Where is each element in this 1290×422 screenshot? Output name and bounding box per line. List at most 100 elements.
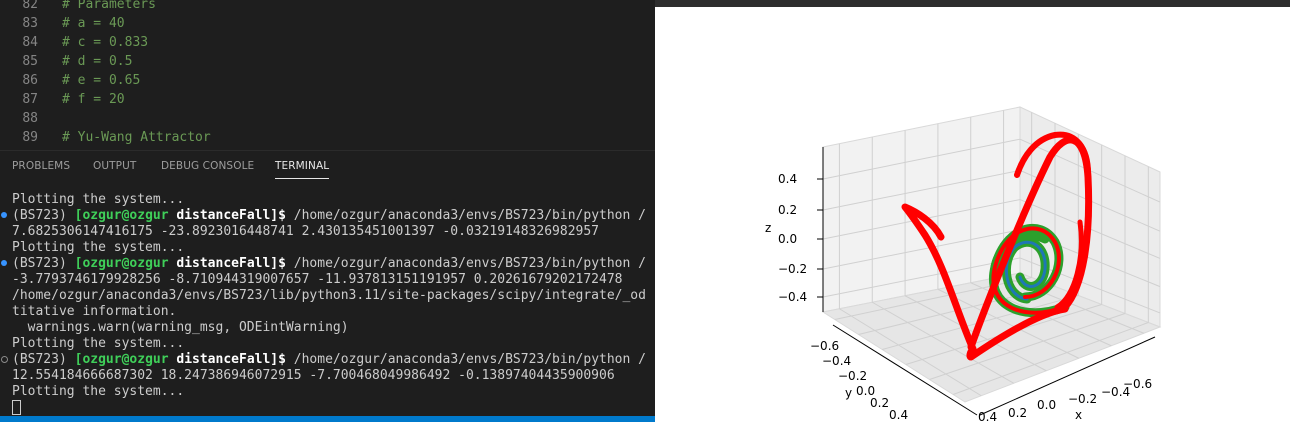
- trajectory-red: [967, 136, 1093, 351]
- x-tick-label: −0.4: [1101, 385, 1130, 399]
- prompt-end: ]$: [270, 208, 294, 223]
- z-tick-label: 0.4: [778, 172, 797, 186]
- terminal-line: 12.554184666687302 18.247386946072915 -7…: [12, 368, 615, 383]
- command-success-icon[interactable]: [1, 260, 7, 266]
- y-tick-label: −0.4: [822, 354, 851, 368]
- line-number: 82: [22, 0, 38, 12]
- trajectory-red: [966, 305, 1069, 361]
- prompt-user: [ozgur@ozgur: [74, 256, 169, 271]
- vscode-window: 82 # Parameters 83 # a = 40 84 # c = 0.833 85 #…: [0, 0, 655, 422]
- code-line[interactable]: 82 # Parameters: [0, 0, 655, 14]
- z-axis-label: z: [765, 221, 771, 235]
- prompt-end: ]$: [270, 352, 294, 367]
- terminal-output[interactable]: Plotting the system... (BS723) [ozgur@oz…: [0, 188, 655, 416]
- prompt-command: /home/ozgur/anaconda3/envs/BS723/bin/pyt…: [293, 352, 646, 367]
- y-tick-label: 0.4: [889, 408, 908, 422]
- tab-output[interactable]: OUTPUT: [93, 160, 137, 172]
- x-tick-label: −0.2: [1068, 392, 1097, 406]
- x-tick-label: 0.2: [1008, 406, 1027, 420]
- trajectory-red: [991, 226, 1067, 315]
- trajectory-red: [901, 203, 977, 353]
- line-number: 88: [22, 111, 38, 126]
- z-tick-label: 0.2: [778, 203, 797, 217]
- axes-lines: [822, 147, 1156, 416]
- tab-debug-console[interactable]: DEBUG CONSOLE: [161, 160, 255, 172]
- z-tick-label: 0.0: [778, 232, 797, 246]
- terminal-line: 7.6825306147416175 -23.8923016448741 2.4…: [12, 224, 599, 239]
- trajectory-red: [1054, 219, 1084, 310]
- code-comment: # e = 0.65: [62, 73, 141, 88]
- x-axis-label: x: [1075, 408, 1082, 422]
- code-comment: # c = 0.833: [62, 35, 149, 50]
- status-bar: [0, 416, 655, 422]
- terminal-line: /home/ozgur/anaconda3/envs/BS723/lib/pyt…: [12, 288, 646, 303]
- prompt-env: (BS723): [12, 256, 75, 271]
- prompt-dir: distanceFall: [176, 352, 271, 367]
- code-comment: # d = 0.5: [62, 54, 133, 69]
- code-line[interactable]: 85 # d = 0.5: [0, 52, 655, 71]
- y-tick-label: −0.6: [810, 339, 839, 353]
- code-comment: # Parameters: [62, 0, 156, 12]
- attractor-trajectories: [901, 131, 1093, 361]
- y-axis-label: y: [845, 386, 852, 400]
- terminal-prompt-line: (BS723) [ozgur@ozgur distanceFall]$ /hom…: [12, 256, 646, 272]
- y-tick-label: 0.2: [870, 396, 889, 410]
- code-comment: # Yu-Wang Attractor: [62, 130, 211, 145]
- y-tick-label: −0.2: [838, 369, 867, 383]
- prompt-command: /home/ozgur/anaconda3/envs/BS723/bin/pyt…: [293, 256, 646, 271]
- code-line[interactable]: 83 # a = 40: [0, 14, 655, 33]
- code-line[interactable]: 87 # f = 20: [0, 90, 655, 109]
- prompt-end: ]$: [270, 256, 294, 271]
- terminal-line: -3.7793746179928256 -8.710944319007657 -…: [12, 272, 623, 287]
- code-comment: # f = 20: [62, 92, 125, 107]
- terminal-line: warnings.warn(warning_msg, ODEintWarning…: [12, 320, 349, 335]
- prompt-user: [ozgur@ozgur: [74, 208, 169, 223]
- y-tick-label: 0.0: [856, 384, 875, 398]
- active-tab-indicator: [275, 178, 330, 179]
- terminal-cursor: [12, 400, 21, 415]
- prompt-user: [ozgur@ozgur: [74, 352, 169, 367]
- code-line[interactable]: 89 # Yu-Wang Attractor: [0, 128, 655, 147]
- command-running-icon[interactable]: [1, 356, 8, 363]
- z-tick-label: −0.4: [778, 290, 807, 304]
- terminal-input-line[interactable]: [12, 400, 21, 416]
- panel-tab-bar: PROBLEMS OUTPUT DEBUG CONSOLE TERMINAL: [0, 150, 655, 183]
- prompt-env: (BS723): [12, 208, 75, 223]
- tab-terminal-label: TERMINAL: [275, 160, 330, 172]
- axes-ticks: 0.40.20.0−0.2−0.4−0.6−0.4−0.20.00.20.4−0…: [778, 172, 1152, 422]
- tab-terminal[interactable]: TERMINAL: [275, 160, 330, 179]
- code-comment: # a = 40: [62, 16, 125, 31]
- line-number: 89: [22, 130, 38, 145]
- x-tick-label: 0.0: [1037, 398, 1056, 412]
- x-tick-label: 0.4: [978, 410, 997, 422]
- code-line[interactable]: 84 # c = 0.833: [0, 33, 655, 52]
- code-line[interactable]: 86 # e = 0.65: [0, 71, 655, 90]
- terminal-line: Plotting the system...: [12, 240, 185, 255]
- line-number: 85: [22, 54, 38, 69]
- trajectory-blue: [1005, 240, 1047, 301]
- terminal-line: Plotting the system...: [12, 384, 185, 399]
- trajectory-red: [1014, 131, 1092, 180]
- plot-window-titlebar[interactable]: [655, 0, 1290, 7]
- terminal-prompt-line: (BS723) [ozgur@ozgur distanceFall]$ /hom…: [12, 208, 646, 224]
- attractor-3d-plot[interactable]: 0.40.20.0−0.2−0.4−0.6−0.4−0.20.00.20.4−0…: [655, 7, 1290, 422]
- code-line[interactable]: 88: [0, 109, 655, 128]
- plot-window: 0.4 0.2 0.0 −0.2 −0.4 −0.6 −0.4 −0.2 0.0 0.2 0.4 −0…: [655, 0, 1290, 422]
- terminal-line: titative information.: [12, 304, 177, 319]
- tab-problems[interactable]: PROBLEMS: [12, 160, 71, 172]
- terminal-prompt-line: (BS723) [ozgur@ozgur distanceFall]$ /hom…: [12, 352, 646, 368]
- command-success-icon[interactable]: [1, 212, 7, 218]
- prompt-env: (BS723): [12, 352, 75, 367]
- code-editor[interactable]: 82 # Parameters 83 # a = 40 84 # c = 0.833 85 #…: [0, 0, 655, 150]
- line-number: 87: [22, 92, 38, 107]
- x-tick-label: −0.6: [1123, 377, 1152, 391]
- terminal-line: Plotting the system...: [12, 192, 185, 207]
- z-tick-label: −0.2: [778, 262, 807, 276]
- line-number: 86: [22, 73, 38, 88]
- prompt-dir: distanceFall: [176, 208, 271, 223]
- terminal-line: Plotting the system...: [12, 336, 185, 351]
- prompt-command: /home/ozgur/anaconda3/envs/BS723/bin/pyt…: [293, 208, 646, 223]
- line-number: 83: [22, 16, 38, 31]
- prompt-dir: distanceFall: [176, 256, 271, 271]
- line-number: 84: [22, 35, 38, 50]
